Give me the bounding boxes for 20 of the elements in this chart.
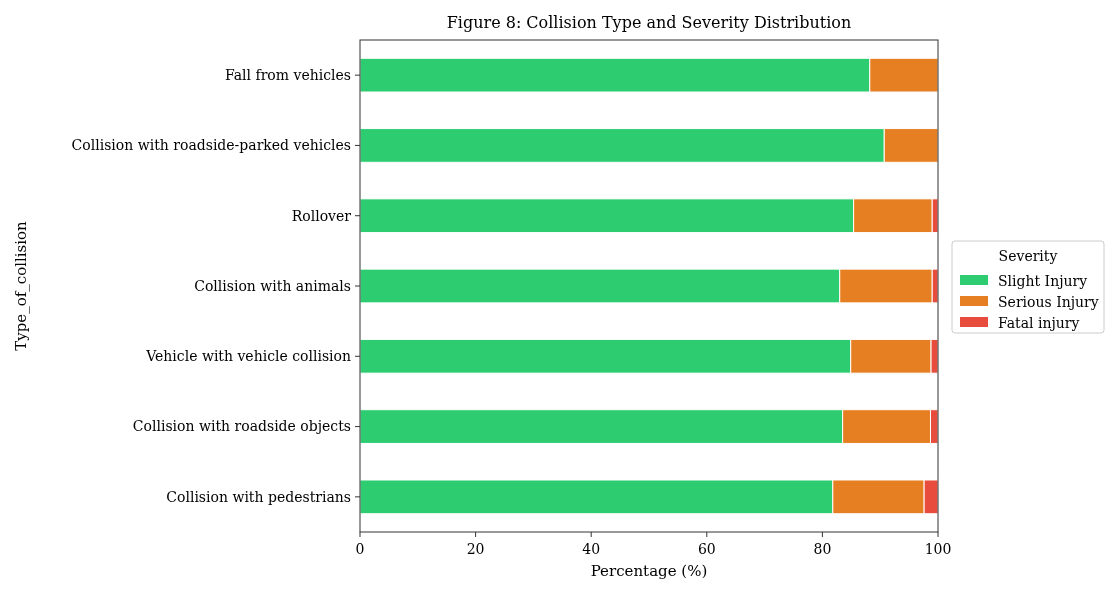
legend-label: Serious Injury (998, 293, 1099, 310)
x-tick-label: 80 (813, 541, 832, 557)
chart-title: Figure 8: Collision Type and Severity Distribution (446, 13, 852, 32)
y-tick-label: Fall from vehicles (224, 67, 351, 84)
x-tick-label: 20 (466, 541, 485, 557)
y-tick-label: Collision with roadside-parked vehicles (71, 137, 351, 154)
y-tick-label: Rollover (291, 207, 352, 224)
x-tick-label: 100 (924, 541, 952, 557)
y-tick-label: Collision with pedestrians (166, 488, 351, 505)
legend-label: Slight Injury (998, 272, 1088, 289)
x-tick-label: 60 (697, 541, 716, 557)
legend-title: Severity (998, 248, 1058, 264)
x-tick-label: 40 (582, 541, 601, 557)
legend-label: Fatal injury (998, 314, 1080, 331)
x-tick-label: 0 (355, 541, 365, 557)
y-tick-label: Collision with animals (194, 277, 351, 294)
y-axis-title: Type_of_collision (12, 220, 30, 351)
x-axis-title: Percentage (%) (590, 562, 708, 580)
y-tick-label: Vehicle with vehicle collision (145, 348, 351, 365)
y-tick-label: Collision with roadside objects (132, 418, 351, 435)
